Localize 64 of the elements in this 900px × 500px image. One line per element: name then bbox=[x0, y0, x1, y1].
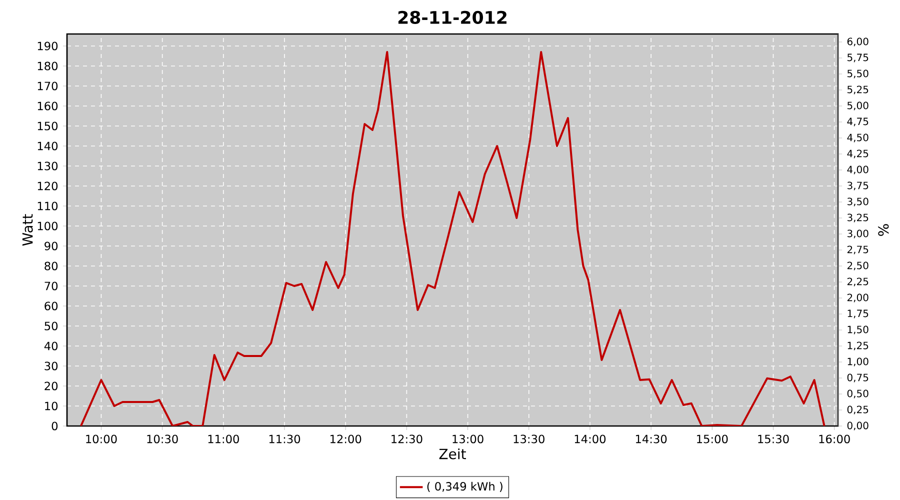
y-tick-label: 70 bbox=[44, 282, 58, 290]
y-tick-label: 90 bbox=[44, 242, 58, 250]
y-tick-label: 110 bbox=[38, 202, 58, 210]
y-tick-label: 30 bbox=[44, 362, 58, 370]
y2-tick-label: 5,25 bbox=[848, 86, 868, 94]
y-tick-label: 0 bbox=[52, 422, 58, 430]
y-axis-title: Watt bbox=[22, 214, 33, 246]
x-tick-label: 11:00 bbox=[208, 434, 239, 444]
y2-tick-label: 1,50 bbox=[848, 326, 868, 334]
y2-tick-label: 3,50 bbox=[847, 198, 868, 206]
y2-tick-label: 2,00 bbox=[847, 294, 868, 302]
y-tick-label: 170 bbox=[38, 82, 58, 90]
y-tick-label: 140 bbox=[38, 142, 58, 150]
x-tick-label: 14:00 bbox=[574, 434, 606, 444]
x-tick-label: 10:30 bbox=[147, 434, 178, 444]
x-tick-label: 16:00 bbox=[819, 434, 850, 444]
y-tick-label: 10 bbox=[45, 402, 58, 410]
y2-tick-label: 6,00 bbox=[847, 38, 868, 46]
y2-tick-label: 5,00 bbox=[848, 102, 868, 110]
y-tick-label: 130 bbox=[38, 162, 58, 170]
x-tick-label: 15:00 bbox=[697, 434, 728, 444]
x-tick-label: 13:00 bbox=[452, 434, 484, 444]
x-tick-label: 13:30 bbox=[514, 434, 544, 444]
y2-tick-label: 2,75 bbox=[847, 246, 868, 254]
y-tick-label: 50 bbox=[44, 322, 58, 330]
x-tick-label: 14:30 bbox=[636, 434, 667, 444]
y-tick-label: 160 bbox=[38, 102, 58, 110]
y-tick-label: 100 bbox=[38, 222, 58, 230]
y-tick-label: 180 bbox=[38, 62, 58, 70]
y2-tick-label: 4,25 bbox=[847, 150, 868, 158]
y2-axis-title: % bbox=[878, 224, 889, 236]
y2-tick-label: 0,50 bbox=[847, 390, 868, 398]
x-tick-label: 15:30 bbox=[758, 434, 789, 444]
y-tick-label: 190 bbox=[38, 42, 58, 50]
y2-tick-label: 3,25 bbox=[847, 214, 868, 222]
y2-tick-label: 5,75 bbox=[848, 54, 868, 62]
y-tick-label: 40 bbox=[44, 342, 58, 350]
y2-tick-label: 1,00 bbox=[848, 358, 868, 366]
y2-tick-label: 1,75 bbox=[848, 310, 868, 318]
y2-tick-label: 2,25 bbox=[847, 278, 868, 286]
y2-tick-label: 0,25 bbox=[847, 406, 868, 414]
y-tick-label: 60 bbox=[44, 302, 58, 310]
x-tick-label: 11:30 bbox=[269, 434, 300, 444]
y2-tick-label: 0,75 bbox=[847, 374, 868, 382]
y2-tick-label: 5,50 bbox=[848, 70, 868, 78]
y2-tick-label: 4,50 bbox=[847, 134, 868, 142]
x-axis-title: Zeit bbox=[439, 448, 466, 460]
x-tick-label: 12:30 bbox=[392, 434, 422, 444]
chart-title: 28-11-2012 bbox=[398, 10, 506, 24]
y-tick-label: 20 bbox=[44, 382, 58, 390]
y2-tick-label: 1,25 bbox=[848, 342, 868, 350]
y2-tick-label: 0,00 bbox=[847, 422, 868, 430]
y-tick-label: 120 bbox=[38, 182, 58, 190]
y2-tick-label: 4,00 bbox=[847, 166, 868, 174]
x-tick-label: 10:00 bbox=[86, 434, 117, 444]
y2-tick-label: 3,00 bbox=[847, 230, 868, 238]
y2-tick-label: 4,75 bbox=[847, 118, 868, 126]
line-series bbox=[80, 51, 826, 426]
y2-tick-label: 3,75 bbox=[847, 182, 868, 190]
y-tick-label: 80 bbox=[44, 262, 58, 270]
legend-label: ( 0,349 kWh ) bbox=[427, 482, 502, 492]
x-tick-label: 12:00 bbox=[330, 434, 362, 444]
y-tick-label: 150 bbox=[38, 122, 58, 130]
y2-tick-label: 2,50 bbox=[847, 262, 868, 270]
